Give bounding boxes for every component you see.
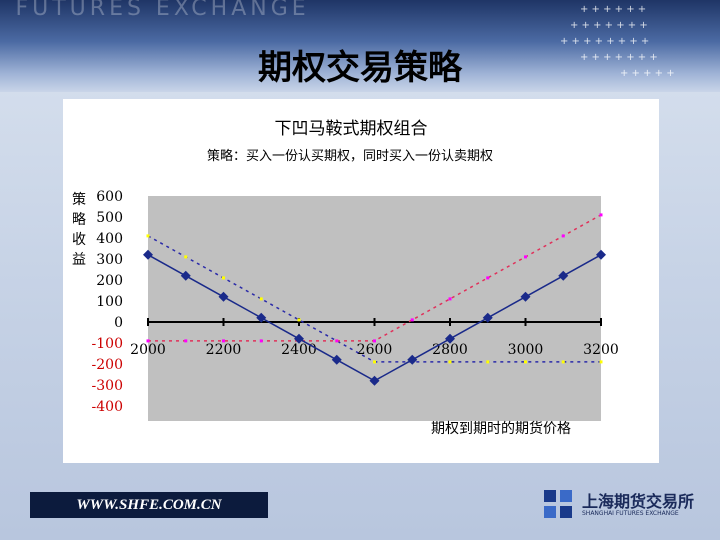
call-data-point xyxy=(222,339,225,343)
combo-data-point xyxy=(520,291,531,302)
y-tick-label: -100 xyxy=(92,336,123,352)
combo-data-point xyxy=(482,312,493,323)
logo-subtext: SHANGHAI FUTURES EXCHANGE xyxy=(582,510,679,517)
call-data-point xyxy=(410,318,414,322)
logo-text: 上海期货交易所 xyxy=(582,492,695,511)
put-data-point xyxy=(146,234,150,238)
call-data-point xyxy=(599,213,603,217)
combo-data-point xyxy=(143,249,153,260)
y-tick-label: 200 xyxy=(96,273,123,289)
put-data-point xyxy=(222,276,225,280)
call-data-point xyxy=(524,255,527,259)
y-tick-label: 400 xyxy=(96,231,123,247)
call-data-point xyxy=(146,339,150,343)
put-data-point xyxy=(486,360,490,364)
x-tick-label: 2000 xyxy=(130,342,166,358)
y-tick-label: -300 xyxy=(92,378,123,394)
combo-data-point xyxy=(256,312,267,323)
footer-website-link[interactable]: WWW.SHFE.COM.CN xyxy=(30,492,268,518)
header-banner: I FUTURES EXCHANGE + + + + + + + + + + +… xyxy=(0,0,720,92)
star-decoration: + + + + + + + + + + + + + + + + + + + + … xyxy=(560,4,675,79)
svg-text:+ + + + + + +: + + + + + + + xyxy=(570,20,648,31)
combo-data-point xyxy=(558,270,569,281)
put-data-point xyxy=(599,360,603,364)
y-tick-label: 500 xyxy=(96,210,123,226)
call-data-point xyxy=(184,339,188,343)
put-data-point xyxy=(184,255,188,259)
chart-panel: 下凹马鞍式期权组合 策略：买入一份认买期权，同时买入一份认卖期权 策略收益 期权… xyxy=(63,99,659,463)
call-data-point xyxy=(259,339,263,343)
chart-title: 下凹马鞍式期权组合 xyxy=(275,119,428,139)
y-tick-label: 600 xyxy=(96,189,123,205)
y-axis-label: 策略收益 xyxy=(72,191,86,268)
y-tick-label: -400 xyxy=(92,399,123,415)
plot-area xyxy=(148,196,601,421)
svg-text:+ + + + +: + + + + + xyxy=(620,68,675,79)
svg-text:+ + + + + + +: + + + + + + + xyxy=(580,52,658,63)
call-data-point xyxy=(373,339,376,343)
x-tick-label: 2800 xyxy=(432,342,468,358)
y-tick-label: -200 xyxy=(92,357,123,373)
slide-title: 期权交易策略 xyxy=(258,48,462,88)
call-data-point xyxy=(335,339,339,343)
call-data-point xyxy=(448,297,452,301)
x-axis-label: 期权到期时的期货价格 xyxy=(431,420,571,437)
x-tick-label: 2600 xyxy=(357,342,393,358)
combo-data-point xyxy=(445,333,455,344)
combo-data-point xyxy=(218,291,229,302)
call-data-point xyxy=(486,276,490,280)
y-tick-label: 300 xyxy=(96,252,123,268)
combo-data-point xyxy=(294,333,304,344)
put-data-point xyxy=(259,297,263,301)
put-data-point xyxy=(561,360,565,364)
combo-data-point xyxy=(596,249,606,260)
put-data-point xyxy=(448,360,452,364)
combo-data-point xyxy=(369,375,380,386)
x-tick-label: 3000 xyxy=(508,342,544,358)
combo-data-point xyxy=(331,354,342,365)
exchange-logo: 上海期货交易所 SHANGHAI FUTURES EXCHANGE xyxy=(540,486,694,522)
put-data-point xyxy=(524,360,527,364)
logo-mark-icon xyxy=(544,490,572,518)
y-tick-label: 0 xyxy=(114,315,123,331)
banner-watermark-text: I FUTURES EXCHANGE xyxy=(0,0,310,21)
call-data-point xyxy=(561,234,565,238)
x-tick-label: 2200 xyxy=(206,342,242,358)
x-tick-label: 2400 xyxy=(281,342,317,358)
put-data-point xyxy=(297,318,301,322)
y-tick-label: 100 xyxy=(96,294,123,310)
chart-subtitle: 策略：买入一份认买期权，同时买入一份认卖期权 xyxy=(207,148,493,164)
put-data-point xyxy=(373,360,376,364)
svg-text:+ + + + + + + +: + + + + + + + + xyxy=(560,36,649,47)
x-tick-label: 3200 xyxy=(583,342,619,358)
combo-data-point xyxy=(407,354,418,365)
payoff-chart: 下凹马鞍式期权组合 策略：买入一份认买期权，同时买入一份认卖期权 策略收益 期权… xyxy=(72,119,619,437)
combo-data-point xyxy=(180,270,191,281)
svg-text:+ + + + + +: + + + + + + xyxy=(580,4,646,15)
